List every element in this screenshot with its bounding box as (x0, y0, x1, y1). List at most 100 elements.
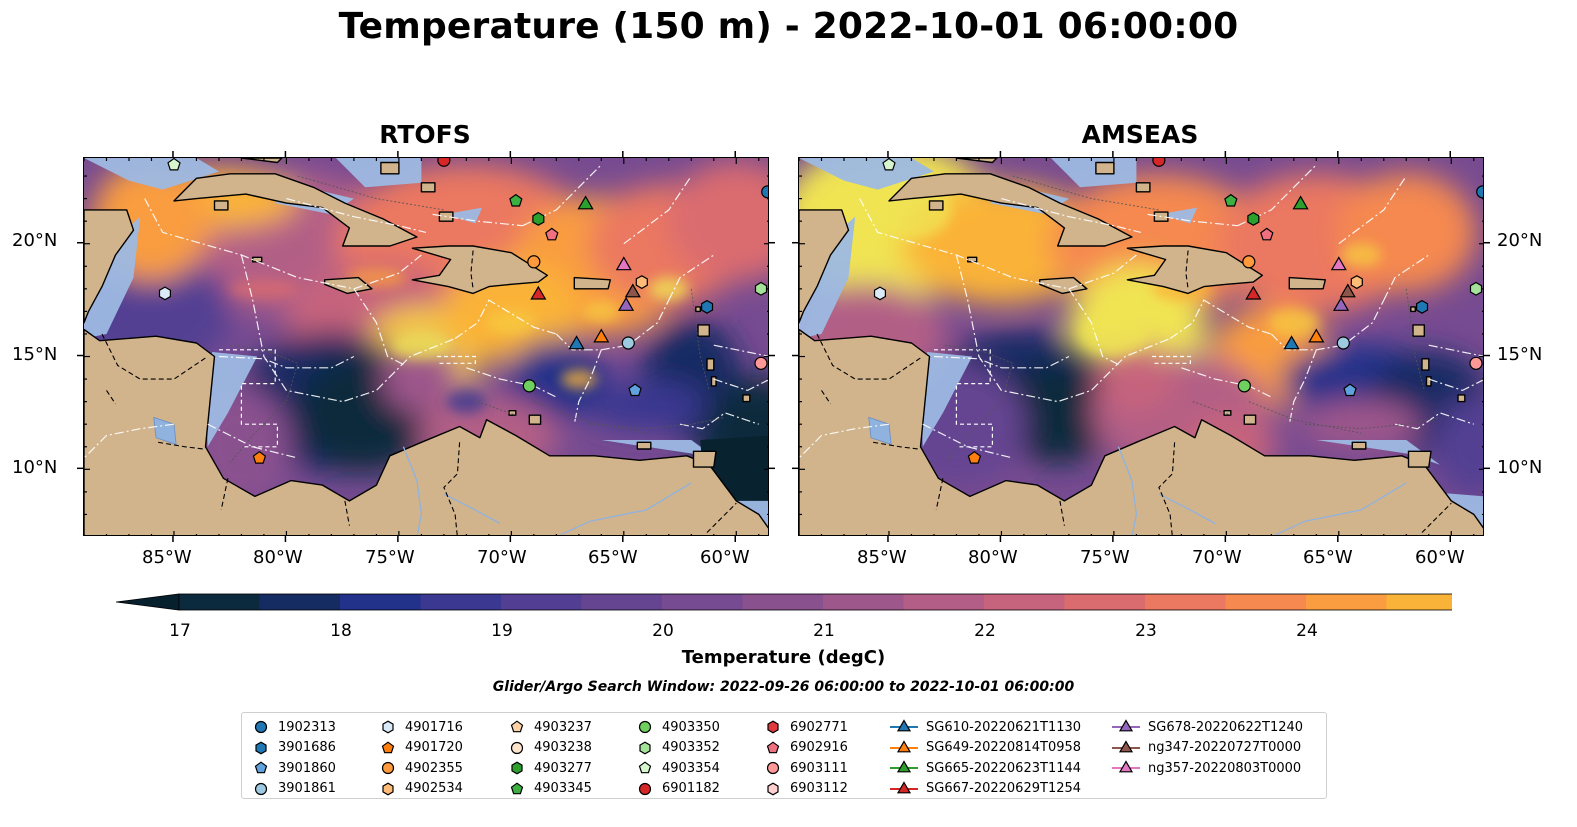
legend-marker-pentagon (510, 720, 524, 733)
marker-SG649-20220814T0958 (593, 328, 610, 343)
colorbar-segment (1306, 594, 1387, 610)
marker-4903354 (882, 158, 896, 171)
legend-label: 4902534 (405, 781, 463, 797)
legend-marker-triangle (896, 781, 912, 794)
colorbar-segment (984, 594, 1065, 610)
legend-item: 4902355 (379, 758, 463, 779)
legend-marker-icon (511, 761, 523, 775)
legend-item: 6903111 (764, 758, 848, 779)
legend-item: 4903354 (636, 758, 720, 779)
legend-marker-circle (254, 782, 268, 795)
legend-label: 4903350 (662, 719, 720, 735)
colorbar-segment (179, 594, 260, 610)
eez-outline (219, 349, 476, 448)
land-masses (799, 158, 1483, 535)
lon-tick-label-80w: 80°W (968, 547, 1018, 568)
marker-3901860 (628, 383, 642, 397)
legend-label: 3901860 (278, 760, 336, 776)
legend-item: 4903277 (508, 758, 592, 779)
marker-4901720 (252, 450, 267, 464)
legend-marker-icon (381, 762, 395, 775)
lat-tick-label-15n-right: 15°N (1497, 344, 1543, 365)
colorbar-segment (1225, 594, 1307, 610)
colorbar-under-extension (116, 593, 180, 611)
legend-marker-icon (381, 741, 395, 754)
legend-marker-circle (254, 721, 268, 734)
legend-marker-hexagon (511, 761, 523, 775)
legend-item: 4901720 (379, 738, 463, 759)
lat-tick-label-20n-right: 20°N (1497, 230, 1543, 251)
eddy-features (228, 267, 689, 414)
marker-SG610-20220621T1130 (568, 335, 585, 350)
legend-label: ng357-20220803T0000 (1148, 760, 1302, 776)
colorbar-tick-20: 20 (652, 621, 674, 641)
legend-marker-pentagon (381, 741, 395, 754)
legend-column: 4901716 4901720 4902355 4902534 (379, 717, 463, 799)
legend-label: 6902916 (790, 740, 848, 756)
marker-SG667-20220629T1254 (1245, 285, 1262, 300)
marker-SG678-20220622T1240 (1332, 296, 1350, 311)
legend-label: 6903112 (790, 781, 848, 797)
legend-item: SG667-20220629T1254 (890, 779, 1081, 800)
legend-label: 6902771 (790, 719, 848, 735)
legend-marker-circle (381, 762, 395, 775)
legend-label: 4902355 (405, 760, 463, 776)
marker-3901860 (1343, 383, 1357, 397)
legend-item: 4903237 (508, 717, 592, 738)
colorbar-segment (581, 594, 663, 610)
marker-6903111 (754, 356, 768, 370)
legend-item: 3901686 (252, 738, 336, 759)
marker-3901686 (701, 299, 714, 314)
legend-item: ng347-20220727T0000 (1112, 738, 1303, 759)
legend-marker-icon (510, 782, 524, 795)
marker-4901716 (873, 286, 886, 301)
eez-outline (934, 349, 1191, 448)
legend-marker-hexagon (255, 741, 267, 755)
legend-item: 1902313 (252, 717, 336, 738)
legend-label: 4903237 (534, 719, 592, 735)
lon-tick-label-85w: 85°W (142, 547, 192, 568)
marker-6903111 (1469, 356, 1483, 370)
legend-label: 6903111 (790, 760, 848, 776)
marker-SG665-20220623T1144 (577, 195, 594, 210)
legend-item: 4902534 (379, 779, 463, 800)
legend-marker-icon (890, 781, 918, 794)
lat-tick-label-15n-left: 15°N (12, 344, 58, 365)
legend-item: 6903112 (764, 779, 848, 800)
legend-marker-triangle (896, 760, 912, 773)
legend-item: 4903350 (636, 717, 720, 738)
legend-label: 4903238 (534, 740, 592, 756)
colorbar-segment (340, 594, 421, 610)
colorbar-segment (742, 594, 824, 610)
marker-4902534 (635, 275, 648, 290)
legend-column: SG678-20220622T1240 ng347-20220727T0000 ng… (1112, 717, 1303, 779)
legend-marker-circle (766, 762, 780, 775)
colorbar-segment (823, 594, 904, 610)
legend-marker-icon (639, 741, 651, 755)
lat-tick-label-20n-left: 20°N (12, 230, 58, 251)
legend-marker-circle (510, 741, 524, 754)
legend-item: ng357-20220803T0000 (1112, 758, 1303, 779)
shallow-shelf-areas (799, 158, 1483, 535)
legend-marker-pentagon (638, 761, 652, 774)
colorbar-segment (420, 594, 502, 610)
rtofs-temperature-map (83, 157, 769, 536)
legend-item: 3901861 (252, 779, 336, 800)
temperature-colorbar (116, 593, 1452, 611)
colorbar-tick-21: 21 (813, 621, 835, 641)
legend-label: 4901720 (405, 740, 463, 756)
legend-label: 4903277 (534, 760, 592, 776)
legend-item: SG610-20220621T1130 (890, 717, 1081, 738)
marker-4903354 (167, 158, 181, 171)
legend-column: 6902771 6902916 6903111 6903112 (764, 717, 848, 799)
legend-item: 4903352 (636, 738, 720, 759)
marker-4903345 (1224, 193, 1238, 207)
observation-legend: 1902313 3901686 3901860 3901861 4901716 49017… (241, 712, 1327, 799)
rivers (1117, 446, 1407, 535)
colorbar-tick-22: 22 (974, 621, 996, 641)
lon-tick-label-85w: 85°W (857, 547, 907, 568)
figure-title: Temperature (150 m) - 2022-10-01 06:00:0… (338, 6, 1239, 47)
land-masses (84, 158, 768, 535)
legend-item: 6902771 (764, 717, 848, 738)
marker-4903352 (754, 281, 768, 296)
